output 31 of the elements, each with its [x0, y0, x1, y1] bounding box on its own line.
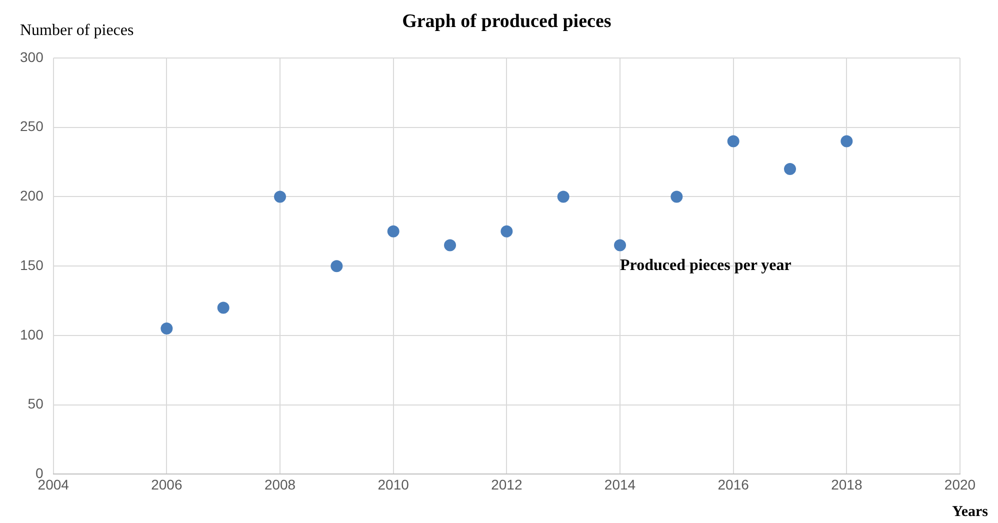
x-tick-label: 2014 [604, 476, 636, 492]
x-axis-title: Years [952, 504, 988, 520]
x-tick-label: 2008 [264, 476, 296, 492]
point [330, 260, 343, 272]
point [614, 239, 626, 252]
point [387, 225, 400, 238]
point [840, 135, 853, 148]
point [217, 302, 230, 314]
y-tick-label: 200 [20, 188, 44, 204]
series-label: Produced pieces per year [620, 257, 792, 274]
point [500, 225, 513, 238]
y-axis-title: Number of pieces [20, 22, 134, 40]
point [670, 190, 683, 203]
x-tick-label: 2006 [151, 476, 182, 492]
y-tick-label: 250 [20, 118, 44, 134]
point [160, 322, 173, 335]
point [557, 190, 570, 203]
y-tick-label: 100 [20, 326, 44, 342]
y-tick-label: 150 [20, 256, 44, 273]
point [727, 135, 740, 148]
x-tick-label: 2012 [491, 476, 522, 492]
x-tick-label: 2020 [944, 476, 976, 492]
point [444, 239, 456, 252]
x-tick-label: 2016 [718, 476, 750, 492]
point [274, 190, 286, 203]
point [784, 162, 796, 175]
y-tick-label: 300 [20, 48, 44, 65]
x-tick-label: 2010 [378, 476, 410, 492]
x-tick-label: 2018 [831, 476, 862, 492]
chart-title: Graph of produced pieces [402, 10, 612, 32]
y-tick-label: 50 [28, 396, 44, 412]
